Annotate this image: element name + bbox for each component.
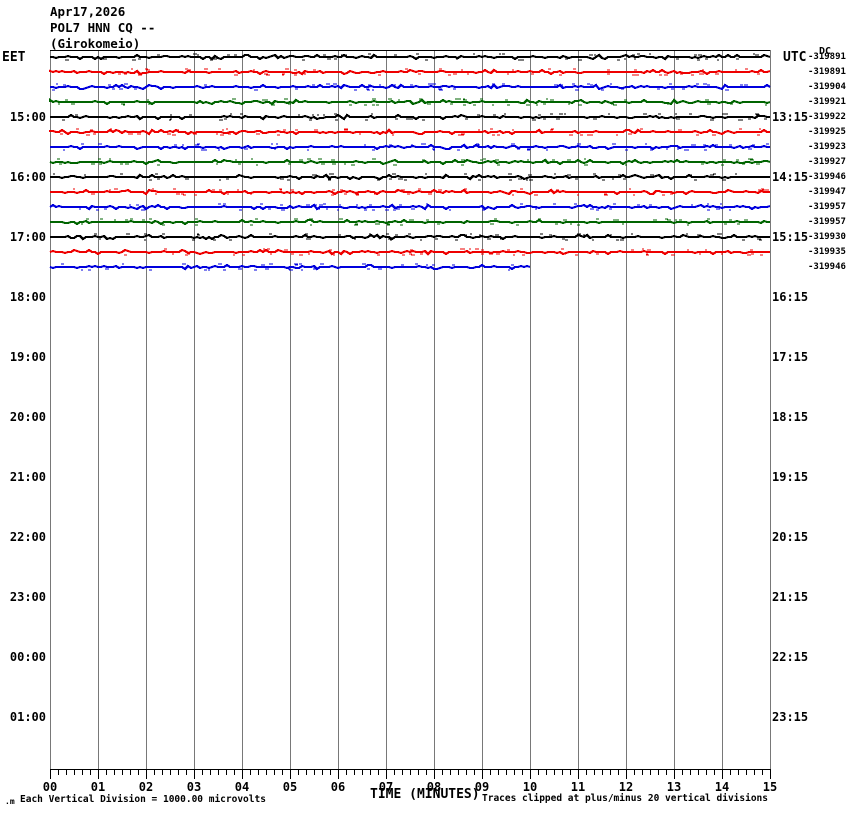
minute-label: 07 (378, 780, 394, 794)
trace-dc-value: -319904 (808, 82, 846, 92)
left-hour-label: 15:00 (9, 110, 46, 124)
seismic-trace-row-10 (50, 188, 770, 196)
right-hour-label: 17:15 (772, 350, 809, 364)
left-hour-label: 21:00 (9, 470, 46, 484)
minute-label: 03 (186, 780, 202, 794)
trace-dc-value: -319921 (808, 97, 846, 107)
left-hour-label: 18:00 (9, 290, 46, 304)
seismic-trace-row-4 (48, 97, 771, 106)
dc-label: DC (819, 46, 832, 57)
minute-label: 14 (714, 780, 730, 794)
minute-label: 10 (522, 780, 538, 794)
trace-dc-value: -319947 (808, 187, 846, 197)
left-hour-label: 01:00 (9, 710, 46, 724)
trace-dc-value: -319923 (808, 142, 846, 152)
header-location: (Girokomeio) (50, 36, 141, 51)
minute-label: 11 (570, 780, 586, 794)
seismic-trace-noise-row-9 (53, 173, 737, 181)
seismic-trace-row-1 (50, 53, 771, 61)
trace-dc-value: -319935 (808, 247, 846, 257)
vertical-division-note: Each Vertical Division = 1000.00 microvo… (20, 794, 266, 805)
minute-label: 05 (282, 780, 298, 794)
left-hour-label: 00:00 (9, 650, 46, 664)
seismic-trace-row-8 (49, 158, 771, 166)
seismic-trace-noise-row-15 (61, 263, 514, 271)
left-timezone-label: EET (2, 50, 26, 65)
seismic-trace-row-13 (50, 233, 770, 241)
minute-label: 04 (234, 780, 250, 794)
right-hour-label: 16:15 (772, 290, 809, 304)
trace-dc-value: -319946 (808, 172, 846, 182)
trace-dc-value: -319922 (808, 112, 846, 122)
trace-dc-value: -319891 (808, 67, 846, 77)
seismic-trace-noise-row-1 (65, 53, 765, 61)
minute-label: 13 (666, 780, 682, 794)
trace-dc-value: -319891 (808, 52, 846, 62)
seismic-trace-noise-row-10 (73, 188, 769, 196)
right-hour-label: 13:15 (772, 110, 809, 124)
right-hour-label: 18:15 (772, 410, 809, 424)
seismic-trace-noise-row-8 (57, 158, 760, 166)
minute-label: 06 (330, 780, 346, 794)
trace-dc-value: -319946 (808, 262, 846, 272)
right-hour-label: 22:15 (772, 650, 809, 664)
header-station: POL7 HNN CQ -- (50, 20, 156, 35)
left-hour-label: 23:00 (9, 590, 46, 604)
minute-label: 15 (762, 780, 778, 794)
left-hour-label: 20:00 (9, 410, 46, 424)
trace-dc-value: -319925 (808, 127, 846, 137)
seismic-trace-row-12 (50, 218, 770, 226)
seismic-trace-row-9 (50, 173, 770, 181)
right-hour-label: 23:15 (772, 710, 809, 724)
seismic-trace-row-6 (48, 128, 770, 136)
minute-label: 01 (90, 780, 106, 794)
seismic-trace-noise-row-11 (52, 203, 731, 211)
trace-dc-value: -319927 (808, 157, 846, 167)
seismic-trace-noise-row-5 (62, 113, 767, 121)
x-axis-title: TIME (MINUTES) (370, 787, 480, 802)
minute-label: 09 (474, 780, 490, 794)
trace-dc-value: -319957 (808, 217, 846, 227)
left-hour-label: 16:00 (9, 170, 46, 184)
right-timezone-label: UTC (783, 50, 807, 65)
seismic-trace-row-11 (49, 203, 771, 211)
left-hour-label: 19:00 (9, 350, 46, 364)
seismic-trace-noise-row-12 (81, 218, 748, 226)
left-hour-label: 17:00 (9, 230, 46, 244)
corner-mark: .m (5, 797, 15, 806)
seismic-trace-noise-row-13 (94, 233, 762, 241)
trace-dc-value: -319930 (808, 232, 846, 242)
seismic-trace-row-3 (50, 83, 771, 91)
clipping-note: Traces clipped at plus/minus 20 vertical… (482, 793, 768, 804)
seismic-trace-row-15 (49, 263, 531, 271)
header-date: Apr17,2026 (50, 4, 126, 19)
right-hour-label: 20:15 (772, 530, 809, 544)
trace-dc-value: -319957 (808, 202, 846, 212)
seismic-trace-noise-row-4 (58, 98, 767, 106)
seismic-trace-row-14 (49, 248, 770, 256)
seismic-trace-noise-row-6 (60, 128, 761, 136)
seismic-trace-noise-row-14 (124, 248, 763, 256)
minute-label: 00 (42, 780, 58, 794)
right-hour-label: 21:15 (772, 590, 809, 604)
seismic-trace-row-2 (48, 68, 771, 76)
seismic-trace-noise-row-3 (52, 83, 748, 91)
minute-label: 08 (426, 780, 442, 794)
minute-label: 12 (618, 780, 634, 794)
seismic-trace-row-5 (50, 113, 770, 121)
left-hour-label: 22:00 (9, 530, 46, 544)
right-hour-label: 14:15 (772, 170, 809, 184)
seismic-trace-row-7 (50, 143, 770, 151)
seismic-trace-noise-row-2 (118, 68, 760, 76)
seismic-trace-noise-row-7 (63, 143, 769, 151)
right-hour-label: 15:15 (772, 230, 809, 244)
right-hour-label: 19:15 (772, 470, 809, 484)
minute-label: 02 (138, 780, 154, 794)
